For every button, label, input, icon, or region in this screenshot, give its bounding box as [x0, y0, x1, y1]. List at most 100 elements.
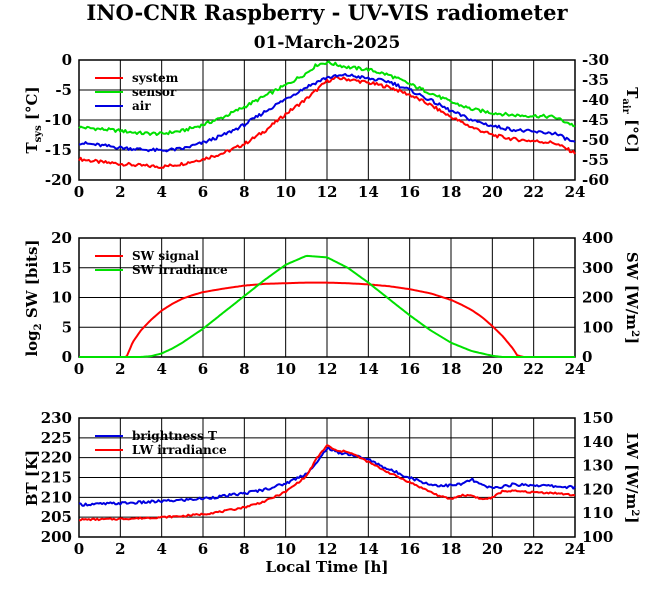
series-line-system	[78, 75, 576, 169]
x-tick-label: 24	[565, 183, 586, 201]
y-tick-label-left: 220	[41, 449, 72, 467]
x-tick-label: 18	[441, 183, 462, 201]
x-tick-label: 20	[482, 360, 503, 378]
x-tick-label: 6	[198, 540, 208, 558]
y-axis-label-left: Tsys [°C]	[23, 86, 44, 153]
x-tick-label: 24	[565, 360, 586, 378]
panel-2: 0 2 4 6 8 10 12 14 16 18 20 22 240510152001002003004…	[51, 229, 613, 378]
x-tick-label: 14	[358, 183, 379, 201]
legend-label: SW signal	[132, 249, 200, 263]
x-tick-label: 18	[441, 360, 462, 378]
y-tick-label-right: 140	[582, 433, 613, 451]
x-tick-label: 8	[239, 183, 249, 201]
legend-label: LW irradiance	[132, 443, 227, 457]
y-tick-label-right: -30	[582, 51, 609, 69]
y-tick-label-left: 215	[41, 469, 72, 487]
y-tick-label-right: -50	[582, 131, 609, 149]
x-tick-label: 16	[399, 540, 420, 558]
series-line-sw-irradiance	[79, 254, 575, 358]
legend-label: SW irradiance	[132, 263, 228, 277]
x-tick-label: 2	[115, 360, 125, 378]
y-tick-label-left: 10	[51, 289, 72, 307]
y-axis-label-right: SW [W/m2]	[623, 252, 641, 344]
y-tick-label-left: 0	[62, 51, 72, 69]
x-tick-label: 10	[275, 540, 296, 558]
y-axis-label-right: LW [W/m2]	[623, 433, 641, 524]
x-tick-label: 10	[275, 360, 296, 378]
x-tick-label: 22	[523, 183, 544, 201]
legend-label: system	[132, 71, 179, 85]
series-line-sensor	[78, 60, 576, 136]
x-tick-label: 14	[358, 360, 379, 378]
y-tick-label-left: -10	[45, 111, 72, 129]
y-axis-label-right: Tair [°C]	[620, 87, 641, 153]
x-tick-label: 12	[317, 360, 338, 378]
y-tick-label-left: 230	[41, 409, 72, 427]
x-tick-label: 16	[399, 360, 420, 378]
x-tick-label: 14	[358, 540, 379, 558]
y-tick-label-left: 200	[41, 528, 72, 546]
x-axis-label: Local Time [h]	[266, 558, 389, 576]
plot-frame	[78, 237, 576, 358]
x-tick-label: 10	[275, 183, 296, 201]
y-tick-label-right: -40	[582, 91, 609, 109]
plot-frame	[78, 417, 576, 538]
series-line-brightness-t	[78, 446, 576, 507]
chart-subtitle: 01-March-2025	[254, 33, 401, 53]
plot-frame	[78, 59, 576, 181]
y-tick-label-right: -45	[582, 111, 609, 129]
x-tick-label: 12	[317, 540, 338, 558]
x-tick-label: 0	[74, 183, 84, 201]
legend-label: brightness T	[132, 429, 217, 443]
series-line-sw-signal	[79, 281, 575, 358]
x-tick-label: 16	[399, 183, 420, 201]
y-tick-label-right: 120	[582, 480, 613, 498]
series-line-lw-irradiance	[79, 444, 576, 522]
y-tick-label-left: 15	[51, 259, 72, 277]
x-tick-label: 6	[198, 360, 208, 378]
series-line-air	[79, 73, 576, 153]
y-tick-label-right: 110	[582, 504, 613, 522]
y-tick-label-right: 200	[582, 289, 613, 307]
panel-1: 0 2 4 6 8 10 12 14 16 18 20 22 24-20-15-10-50-60-55-…	[45, 51, 609, 201]
x-tick-label: 4	[156, 360, 166, 378]
y-tick-label-left: 20	[51, 229, 72, 247]
x-tick-label: 18	[441, 540, 462, 558]
y-tick-label-left: -20	[45, 171, 72, 189]
x-tick-label: 8	[239, 360, 249, 378]
y-tick-label-left: 210	[41, 488, 72, 506]
chart-title: INO-CNR Raspberry - UV-VIS radiometer	[86, 0, 568, 25]
y-tick-label-left: 205	[41, 508, 72, 526]
x-tick-label: 22	[523, 360, 544, 378]
y-axis-label-left: BT [K]	[23, 450, 41, 506]
legend-label: air	[132, 99, 151, 113]
x-tick-label: 24	[565, 540, 586, 558]
y-tick-label-left: 0	[62, 348, 72, 366]
y-tick-label-right: -35	[582, 71, 609, 89]
x-tick-label: 20	[482, 183, 503, 201]
x-tick-label: 4	[156, 183, 166, 201]
x-tick-label: 2	[115, 540, 125, 558]
y-tick-label-right: 100	[582, 318, 613, 336]
y-tick-label-right: 100	[582, 528, 613, 546]
x-tick-label: 8	[239, 540, 249, 558]
panel-3: 0 2 4 6 8 10 12 14 16 18 20 22 242002052102152202252…	[41, 409, 614, 558]
legend-label: sensor	[132, 85, 177, 99]
x-tick-label: 20	[482, 540, 503, 558]
x-tick-label: 0	[74, 540, 84, 558]
y-tick-label-left: -5	[55, 81, 72, 99]
x-tick-label: 6	[198, 183, 208, 201]
x-tick-label: 12	[317, 183, 338, 201]
y-tick-label-right: 150	[582, 409, 613, 427]
y-tick-label-right: -60	[582, 171, 609, 189]
y-tick-label-right: 300	[582, 259, 613, 277]
y-tick-label-right: -55	[582, 151, 609, 169]
x-tick-label: 4	[156, 540, 166, 558]
y-tick-label-right: 130	[582, 457, 613, 475]
y-tick-label-left: 225	[41, 429, 72, 447]
x-tick-label: 2	[115, 183, 125, 201]
y-tick-label-right: 0	[582, 348, 592, 366]
x-tick-label: 0	[74, 360, 84, 378]
y-tick-label-left: 5	[62, 318, 72, 336]
